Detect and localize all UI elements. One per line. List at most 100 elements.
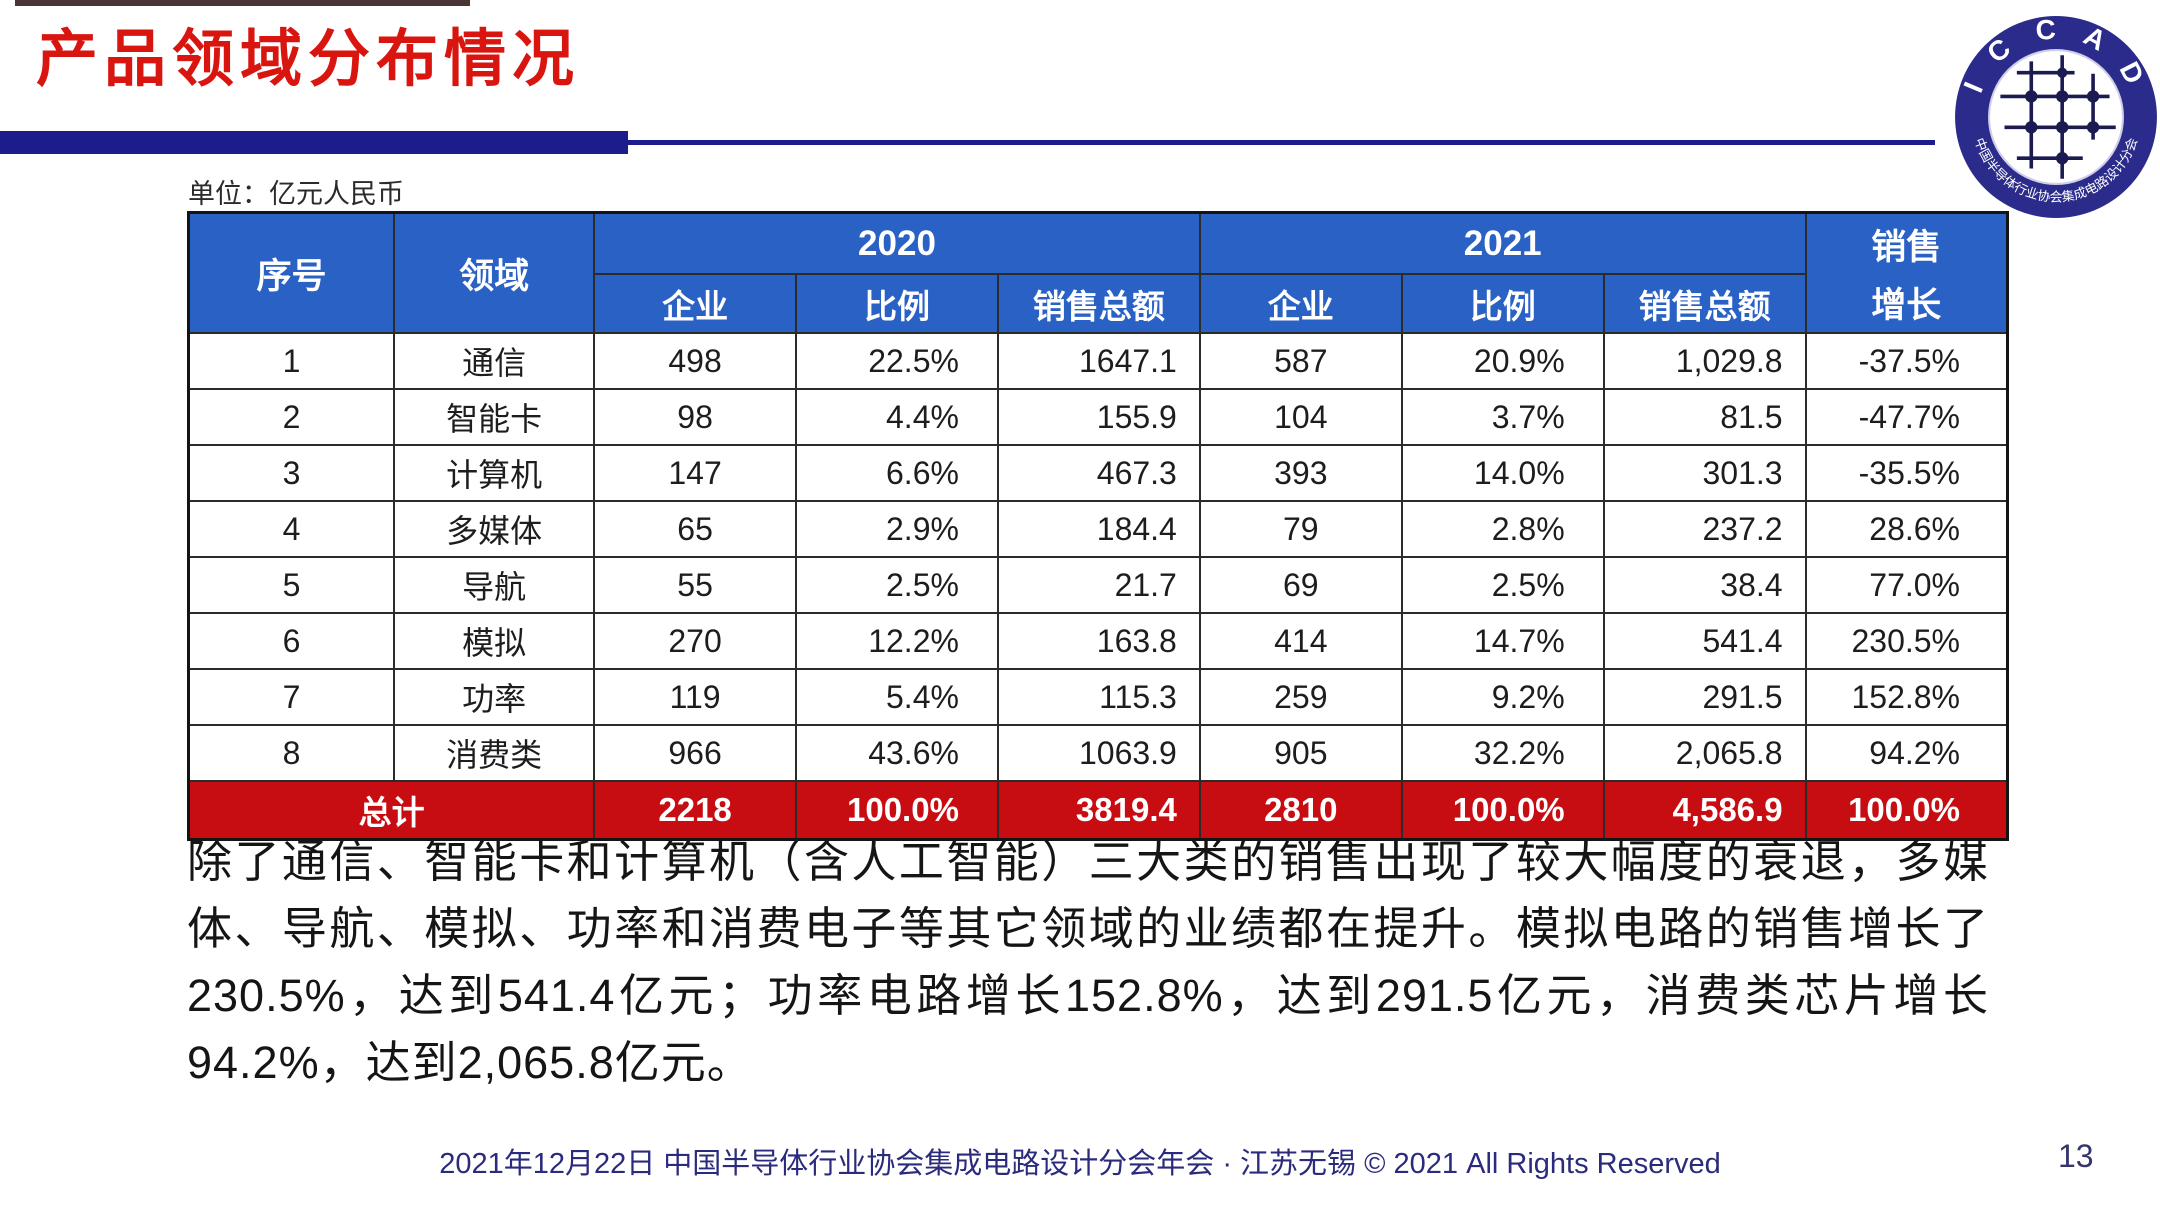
table-cell: 多媒体	[393, 500, 596, 558]
table-cell: 119	[593, 668, 798, 726]
subheader-enterprise-2021: 企业	[1198, 273, 1403, 334]
subheader-sales-2021: 销售总额	[1602, 273, 1807, 334]
product-domain-table: 序号 领域 2020 2021 销售 增长 企业 比例 销售总额 企业	[187, 211, 2009, 841]
product-domain-table-wrap: 序号 领域 2020 2021 销售 增长 企业 比例 销售总额 企业	[187, 211, 2009, 841]
subheader-enterprise-2020: 企业	[593, 273, 798, 334]
title-divider-bar	[0, 131, 628, 154]
table-cell: 237.2	[1602, 500, 1807, 558]
table-cell: 4	[187, 500, 396, 558]
table-cell: 28.6%	[1804, 500, 2009, 558]
table-cell: 498	[593, 332, 798, 390]
table-cell: -47.7%	[1804, 388, 2009, 446]
table-cell: 2	[187, 388, 396, 446]
table-row: 3 计算机 147 6.6% 467.3 393 14.0% 301.3 -35.5%	[187, 444, 2009, 502]
table-cell: -37.5%	[1804, 332, 2009, 390]
table-cell: 6.6%	[795, 444, 999, 502]
table-cell: 2.9%	[795, 500, 999, 558]
table-cell: 计算机	[393, 444, 596, 502]
table-cell: 259	[1198, 668, 1403, 726]
table-row: 1 通信 498 22.5% 1647.1 587 20.9% 1,029.8 -37.5%	[187, 332, 2009, 390]
footer-credit: 2021年12月22日 中国半导体行业协会集成电路设计分会年会 · 江苏无锡 ©…	[439, 1148, 1721, 1180]
table-cell: 270	[593, 612, 798, 670]
table-cell: 5	[187, 556, 396, 614]
table-row: 5 导航 55 2.5% 21.7 69 2.5% 38.4 77.0%	[187, 556, 2009, 614]
table-cell: 21.7	[996, 556, 1201, 614]
header-group-2020: 2020	[593, 211, 1201, 275]
table-cell: 1	[187, 332, 396, 390]
table-cell: 2.5%	[1400, 556, 1605, 614]
table-cell: 393	[1198, 444, 1403, 502]
table-cell: 291.5	[1602, 668, 1807, 726]
table-cell: 414	[1198, 612, 1403, 670]
table-cell: 导航	[393, 556, 596, 614]
iccad-logo-svg: I C C A D 中国半导体行业协会集成电路设计分会	[1955, 13, 2157, 218]
table-cell: 消费类	[393, 724, 596, 782]
total-cell: 3819.4	[996, 780, 1201, 841]
table-cell: 98	[593, 388, 798, 446]
table-row: 8 消费类 966 43.6% 1063.9 905 32.2% 2,065.8 94.2%	[187, 724, 2009, 782]
unit-label: 单位：亿元人民币	[188, 179, 404, 209]
table-cell: 14.7%	[1400, 612, 1605, 670]
table-cell: 152.8%	[1804, 668, 2009, 726]
table-cell: 467.3	[996, 444, 1201, 502]
table-cell: 8	[187, 724, 396, 782]
table-cell: 1,029.8	[1602, 332, 1807, 390]
table-cell: 38.4	[1602, 556, 1807, 614]
header-index: 序号	[187, 211, 396, 334]
table-cell: 9.2%	[1400, 668, 1605, 726]
table-cell: 7	[187, 668, 396, 726]
table-cell: 69	[1198, 556, 1403, 614]
table-cell: 587	[1198, 332, 1403, 390]
table-row: 6 模拟 270 12.2% 163.8 414 14.7% 541.4 230.5%	[187, 612, 2009, 670]
total-row: 总计 2218 100.0% 3819.4 2810 100.0% 4,586.…	[187, 780, 2009, 841]
table-cell: 301.3	[1602, 444, 1807, 502]
table-cell: 230.5%	[1804, 612, 2009, 670]
total-cell: 100.0%	[1400, 780, 1605, 841]
table-cell: 12.2%	[795, 612, 999, 670]
summary-paragraph: 除了通信、智能卡和计算机（含人工智能）三大类的销售出现了较大幅度的衰退，多媒体、…	[187, 836, 1989, 1088]
table-cell: 541.4	[1602, 612, 1807, 670]
table-cell: 55	[593, 556, 798, 614]
slide-title: 产品领域分布情况	[36, 25, 581, 94]
table-cell: 1647.1	[996, 332, 1201, 390]
table-cell: 115.3	[996, 668, 1201, 726]
table-cell: 14.0%	[1400, 444, 1605, 502]
top-edge-artifact	[15, 0, 470, 6]
table-cell: 20.9%	[1400, 332, 1605, 390]
page-number: 13	[2058, 1138, 2094, 1174]
table-cell: 4.4%	[795, 388, 999, 446]
table-cell: 104	[1198, 388, 1403, 446]
table-body: 1 通信 498 22.5% 1647.1 587 20.9% 1,029.8 -37.5% 2 智…	[187, 332, 2009, 782]
total-label: 总计	[187, 780, 596, 841]
header-sales-growth: 销售 增长	[1804, 211, 2009, 334]
table-cell: 65	[593, 500, 798, 558]
circuit-dots-icon	[2025, 67, 2100, 165]
table-cell: 6	[187, 612, 396, 670]
table-cell: 147	[593, 444, 798, 502]
total-cell: 100.0%	[795, 780, 999, 841]
table-cell: 32.2%	[1400, 724, 1605, 782]
table-cell: 模拟	[393, 612, 596, 670]
table-cell: 1063.9	[996, 724, 1201, 782]
table-cell: 155.9	[996, 388, 1201, 446]
table-row: 7 功率 119 5.4% 115.3 259 9.2% 291.5 152.8%	[187, 668, 2009, 726]
table-cell: -35.5%	[1804, 444, 2009, 502]
table-cell: 2,065.8	[1602, 724, 1807, 782]
table-cell: 77.0%	[1804, 556, 2009, 614]
table-cell: 22.5%	[795, 332, 999, 390]
title-divider-line	[628, 140, 1935, 145]
table-cell: 905	[1198, 724, 1403, 782]
table-cell: 966	[593, 724, 798, 782]
table-cell: 3	[187, 444, 396, 502]
table-cell: 184.4	[996, 500, 1201, 558]
subheader-ratio-2020: 比例	[795, 273, 999, 334]
table-row: 4 多媒体 65 2.9% 184.4 79 2.8% 237.2 28.6%	[187, 500, 2009, 558]
table-cell: 智能卡	[393, 388, 596, 446]
total-cell: 2218	[593, 780, 798, 841]
total-cell: 100.0%	[1804, 780, 2009, 841]
total-cell: 4,586.9	[1602, 780, 1807, 841]
table-cell: 通信	[393, 332, 596, 390]
table-cell: 2.5%	[795, 556, 999, 614]
subheader-sales-2020: 销售总额	[996, 273, 1201, 334]
